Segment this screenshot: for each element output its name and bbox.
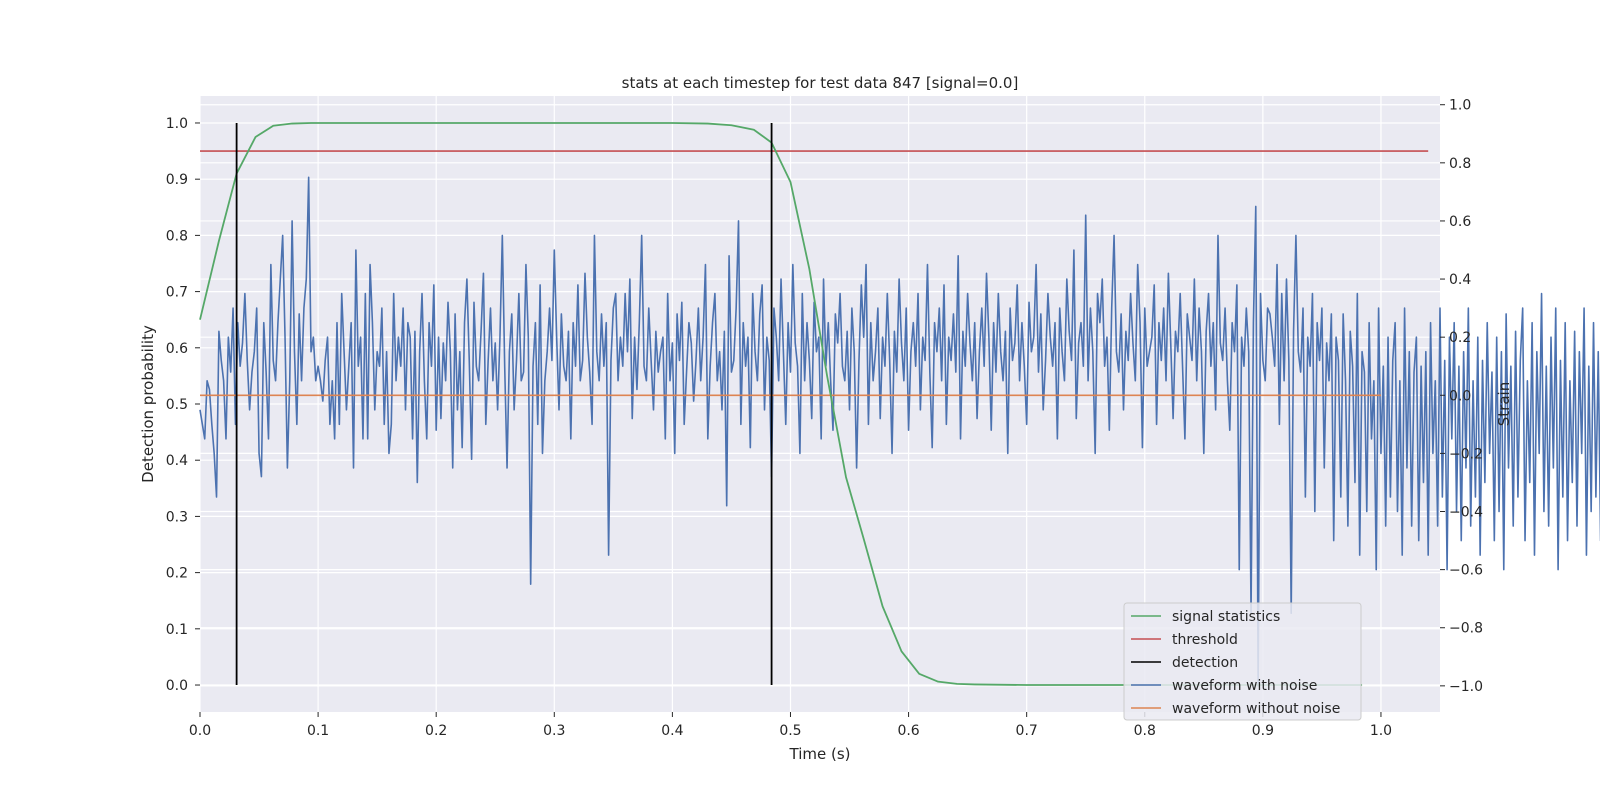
right-y-axis: −1.0 −0.8 −0.6 −0.4 −0.2 0.0 0.2 0.4 0.6 0.8 1.0 xyxy=(1440,98,1483,695)
x-axis: 0.0 0.1 0.2 0.3 0.4 0.5 0.6 0.7 0.8 0.9 1.0 xyxy=(189,712,1392,739)
left-tick-label: 0.1 xyxy=(166,622,188,638)
right-tick-label: 1.0 xyxy=(1449,98,1471,114)
x-tick-label: 0.7 xyxy=(1016,723,1038,739)
legend-label-detection: detection xyxy=(1172,655,1238,671)
left-tick-label: 0.6 xyxy=(166,341,188,357)
legend-label-threshold: threshold xyxy=(1172,632,1238,648)
right-tick-label: −1.0 xyxy=(1449,679,1483,695)
chart-title: stats at each timestep for test data 847… xyxy=(622,74,1019,92)
x-tick-label: 0.3 xyxy=(543,723,565,739)
right-tick-label: 0.6 xyxy=(1449,214,1471,230)
left-tick-label: 0.0 xyxy=(166,678,188,694)
right-tick-label: 0.4 xyxy=(1449,272,1471,288)
left-tick-label: 0.5 xyxy=(166,397,188,413)
left-tick-label: 0.2 xyxy=(166,566,188,582)
left-tick-label: 1.0 xyxy=(166,116,188,132)
x-axis-label: Time (s) xyxy=(789,745,851,763)
right-tick-label: −0.8 xyxy=(1449,621,1483,637)
x-tick-label: 0.9 xyxy=(1252,723,1274,739)
legend-label-signal-statistics: signal statistics xyxy=(1172,609,1280,625)
x-tick-label: 0.2 xyxy=(425,723,447,739)
right-tick-label: 0.2 xyxy=(1449,330,1471,346)
right-tick-label: −0.4 xyxy=(1449,505,1483,521)
series-line-waveform-with-noise xyxy=(199,176,1600,687)
legend: signal statistics threshold detection wa… xyxy=(1123,602,1362,721)
left-y-axis: 0.0 0.1 0.2 0.3 0.4 0.5 0.6 0.7 0.8 0.9 1.0 xyxy=(166,116,200,694)
left-tick-label: 0.3 xyxy=(166,509,188,525)
left-tick-label: 0.7 xyxy=(166,285,188,301)
left-tick-label: 0.9 xyxy=(166,172,188,188)
right-tick-label: −0.2 xyxy=(1449,446,1483,462)
x-tick-label: 0.5 xyxy=(779,723,801,739)
x-tick-label: 0.0 xyxy=(189,723,211,739)
x-tick-label: 0.8 xyxy=(1134,723,1156,739)
left-tick-label: 0.4 xyxy=(166,453,188,469)
x-tick-label: 0.4 xyxy=(661,723,683,739)
right-axis-label: Strain xyxy=(1495,382,1513,426)
x-tick-label: 0.6 xyxy=(897,723,919,739)
left-tick-label: 0.8 xyxy=(166,228,188,244)
right-tick-label: 0.0 xyxy=(1449,388,1471,404)
legend-label-waveform-with-noise: waveform with noise xyxy=(1172,678,1317,694)
x-tick-label: 1.0 xyxy=(1370,723,1392,739)
legend-label-waveform-without-noise: waveform without noise xyxy=(1172,701,1340,717)
right-tick-label: −0.6 xyxy=(1449,563,1483,579)
left-axis-label: Detection probability xyxy=(139,325,157,483)
legend-box xyxy=(1123,602,1362,721)
x-tick-label: 0.1 xyxy=(307,723,329,739)
right-tick-label: 0.8 xyxy=(1449,156,1471,172)
series-layer xyxy=(199,122,1600,687)
